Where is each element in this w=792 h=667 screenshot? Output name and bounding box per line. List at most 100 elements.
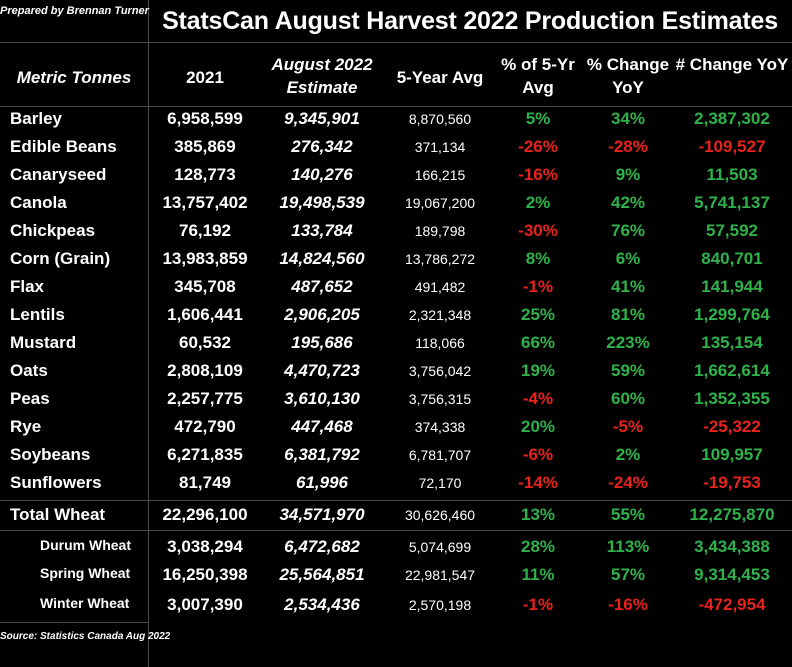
row-label: Barley [10,109,62,128]
header-metric: Metric Tonnes [16,68,132,87]
cell-pct5: -26% [518,137,558,156]
cell-aug2022: 2,906,205 [284,305,360,324]
cell-pct5: 13% [520,505,556,524]
cell-numyoy: 3,434,388 [694,537,770,556]
cell-pctyoy: 42% [610,193,646,212]
row-label: Canaryseed [10,165,107,184]
cell-pctyoy: 41% [610,277,646,296]
cell-pctyoy: 59% [610,361,646,380]
row-label: Winter Wheat [40,595,130,611]
cell-avg5: 2,570,198 [408,597,472,613]
cell-pct5: 5% [525,109,551,128]
cell-pctyoy: 55% [610,505,646,524]
cell-avg5: 3,756,042 [408,363,472,379]
cell-numyoy: 1,352,355 [694,389,770,408]
cell-pctyoy: 113% [606,537,650,556]
cell-pct5: 20% [520,417,556,436]
cell-pctyoy: 81% [610,305,646,324]
cell-y2021: 385,869 [174,137,236,156]
cell-y2021: 128,773 [174,165,236,184]
cell-numyoy: -25,322 [703,417,761,436]
cell-aug2022: 14,824,560 [279,249,365,268]
row-label: Chickpeas [10,221,96,240]
cell-pct5: -14% [518,473,558,492]
cell-numyoy: -472,954 [698,595,766,614]
cell-avg5: 5,074,699 [408,539,472,555]
cell-pct5: 66% [520,333,556,352]
row-label: Rye [10,417,42,436]
cell-aug2022: 25,564,851 [279,565,365,584]
cell-aug2022: 447,468 [291,417,353,436]
cell-avg5: 3,756,315 [408,391,472,407]
cell-pctyoy: 76% [610,221,646,240]
cell-numyoy: 12,275,870 [689,505,775,524]
row-label: Lentils [10,305,65,324]
cell-aug2022: 487,652 [291,277,353,296]
header-pct-5yr: % of 5-Yr Avg [501,55,575,97]
cell-avg5: 374,338 [414,419,466,435]
cell-numyoy: 1,662,614 [694,361,770,380]
row-label: Edible Beans [10,137,117,156]
grid-line [0,622,148,623]
cell-pctyoy: 60% [610,389,646,408]
header-num-yoy: # Change YoY [675,55,789,74]
cell-y2021: 1,606,441 [167,305,243,324]
cell-aug2022: 195,686 [291,333,353,352]
cell-y2021: 472,790 [174,417,236,436]
cell-avg5: 72,170 [418,475,462,491]
cell-pct5: -1% [522,595,554,614]
cell-pct5: -30% [518,221,558,240]
row-label: Corn (Grain) [10,249,111,268]
cell-aug2022: 6,381,792 [284,445,360,464]
grid-line [0,106,792,107]
cell-y2021: 76,192 [179,221,231,240]
cell-avg5: 6,781,707 [408,447,472,463]
cell-numyoy: 1,299,764 [694,305,770,324]
row-label: Total Wheat [10,505,106,524]
cell-avg5: 371,134 [414,139,466,155]
cell-pctyoy: -28% [608,137,648,156]
grid-line [0,42,792,43]
credit: Prepared by Brennan Turner [0,5,149,17]
grid-line [0,530,792,531]
cell-pct5: -6% [522,445,554,464]
cell-y2021: 2,257,775 [167,389,243,408]
cell-y2021: 60,532 [179,333,231,352]
cell-pct5: 2% [525,193,551,212]
cell-pctyoy: 223% [606,333,650,352]
cell-avg5: 118,066 [415,335,465,351]
cell-aug2022: 19,498,539 [279,193,365,212]
cell-numyoy: -19,753 [703,473,761,492]
cell-pctyoy: -16% [608,595,648,614]
cell-y2021: 6,958,599 [167,109,243,128]
cell-avg5: 19,067,200 [404,195,476,211]
cell-y2021: 13,757,402 [162,193,248,212]
cell-pctyoy: 9% [615,165,641,184]
cell-y2021: 16,250,398 [162,565,248,584]
cell-numyoy: 57,592 [706,221,758,240]
cell-y2021: 6,271,835 [167,445,243,464]
row-label: Canola [10,193,67,212]
cell-pct5: 11% [521,565,555,584]
page-title: StatsCan August Harvest 2022 Production … [162,7,778,35]
cell-avg5: 2,321,348 [408,307,472,323]
cell-aug2022: 133,784 [291,221,353,240]
cell-pct5: -4% [522,389,554,408]
cell-pctyoy: -5% [612,417,644,436]
cell-numyoy: 2,387,302 [694,109,770,128]
cell-avg5: 13,786,272 [404,251,476,267]
cell-numyoy: 135,154 [701,333,763,352]
cell-numyoy: 141,944 [701,277,763,296]
source-note: Source: Statistics Canada Aug 2022 [0,631,171,642]
cell-avg5: 189,798 [414,223,466,239]
cell-aug2022: 140,276 [291,165,353,184]
cell-pct5: 28% [520,537,556,556]
header-2021: 2021 [186,68,224,87]
cell-avg5: 30,626,460 [404,507,476,523]
row-label: Oats [10,361,48,380]
cell-pctyoy: 34% [610,109,646,128]
cell-numyoy: 109,957 [701,445,763,464]
cell-numyoy: -109,527 [698,137,766,156]
header-5yr-avg: 5-Year Avg [396,68,484,87]
header-aug2022: August 2022 Estimate [271,55,373,97]
